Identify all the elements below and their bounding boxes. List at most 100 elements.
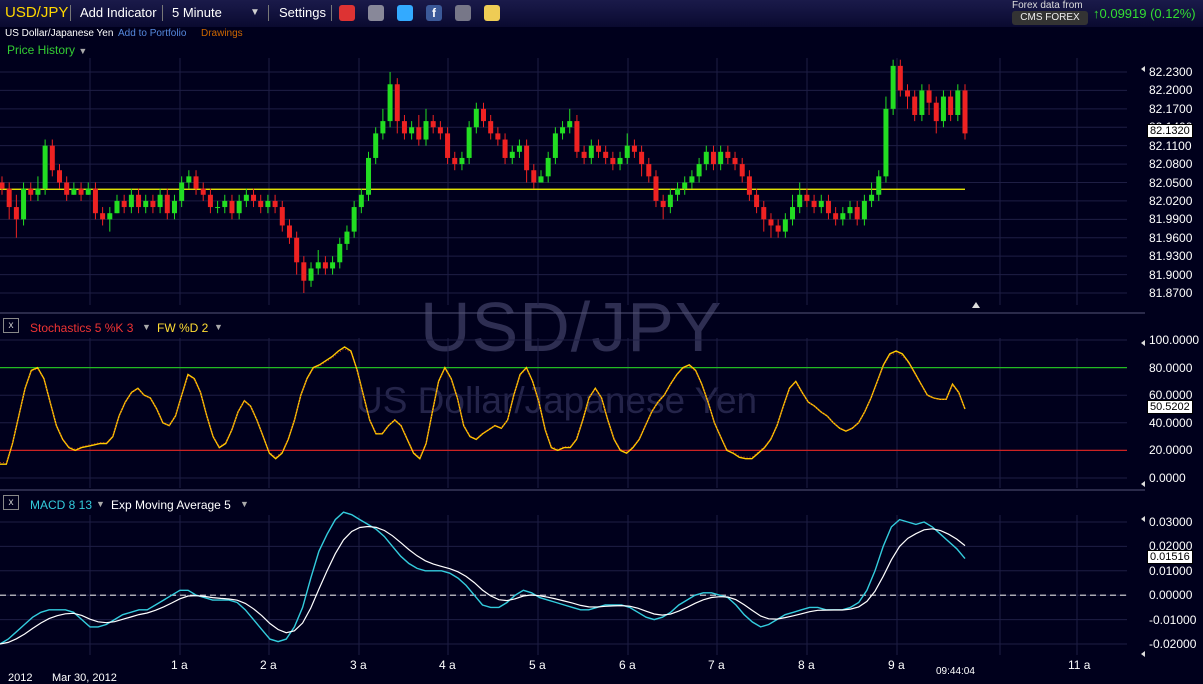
- ema-dropdown-icon[interactable]: ▼: [240, 499, 249, 509]
- toolbar-divider: [162, 5, 163, 21]
- candle-body: [452, 157, 458, 165]
- price-change: ↑0.09919 (0.12%): [1093, 6, 1196, 21]
- current-time: 09:44:04: [936, 666, 975, 677]
- candle-body: [567, 121, 573, 128]
- stochastics-axis-label: 80.0000: [1149, 360, 1193, 375]
- alarm-clock-icon[interactable]: [339, 5, 355, 21]
- candle-body: [696, 164, 702, 177]
- candle-body: [869, 194, 875, 201]
- interval-select[interactable]: 5 Minute: [172, 5, 222, 20]
- candle-body: [322, 262, 328, 269]
- candle-body: [955, 90, 961, 115]
- candle-body: [502, 139, 508, 158]
- camera-icon[interactable]: [455, 5, 471, 21]
- axis-scroll-icon: [1141, 66, 1145, 72]
- candle-body: [330, 262, 336, 269]
- candle-body: [639, 151, 645, 165]
- macd-line: [0, 511, 966, 645]
- settings-button[interactable]: Settings: [279, 5, 326, 20]
- candle-body: [847, 207, 853, 214]
- candle-body: [473, 108, 479, 128]
- candle-body: [840, 213, 846, 220]
- stochastics-dropdown-icon[interactable]: ▼: [142, 322, 151, 332]
- candle-body: [617, 157, 623, 165]
- symbol-selector[interactable]: USD/JPY: [5, 4, 69, 21]
- provider-logo[interactable]: CMS FOREX: [1012, 11, 1088, 25]
- candle-body: [660, 200, 666, 208]
- axis-scroll-icon: [1141, 481, 1145, 487]
- candle-body: [215, 207, 221, 209]
- candle-body: [509, 151, 515, 158]
- candle-body: [114, 200, 120, 214]
- macd-axis-label: 0.00000: [1149, 588, 1193, 603]
- candle-body: [13, 207, 19, 220]
- candle-body: [825, 200, 831, 214]
- price-axis-label: 81.9600: [1149, 230, 1193, 245]
- time-tick-label: 9 a: [888, 658, 905, 672]
- macd-dropdown-icon[interactable]: ▼: [96, 499, 105, 509]
- candle-body: [85, 188, 91, 195]
- drawings-link[interactable]: Drawings: [201, 28, 243, 39]
- candle-body: [488, 121, 494, 134]
- candle-body: [21, 188, 27, 220]
- candle-body: [861, 200, 867, 220]
- price-axis-label: 82.0500: [1149, 175, 1193, 190]
- facebook-icon[interactable]: f: [426, 5, 442, 21]
- candle-body: [725, 151, 731, 158]
- candle-body: [301, 262, 307, 281]
- candle-body: [56, 170, 62, 183]
- instrument-name: US Dollar/Japanese Yen: [5, 28, 114, 39]
- price-axis-label: 81.9900: [1149, 212, 1193, 227]
- candle-body: [495, 133, 501, 140]
- notepad-icon[interactable]: [484, 5, 500, 21]
- macd-axis-label: 0.02000: [1149, 539, 1193, 554]
- add-to-portfolio-link[interactable]: Add to Portfolio: [118, 28, 187, 39]
- candle-body: [732, 157, 738, 165]
- toolbar-divider: [268, 5, 269, 21]
- close-macd-icon[interactable]: x: [3, 495, 19, 510]
- watermark-name: US Dollar/Japanese Yen: [356, 380, 758, 421]
- candle-body: [373, 133, 379, 158]
- stochastics-axis-label: 100.0000: [1149, 333, 1200, 347]
- macd-indicator-label[interactable]: MACD 8 13: [30, 498, 93, 512]
- candle-body: [646, 164, 652, 177]
- forex-source-label: Forex data from: [1012, 0, 1083, 11]
- candle-body: [675, 188, 681, 195]
- close-stochastics-icon[interactable]: x: [3, 318, 19, 333]
- add-indicator-button[interactable]: Add Indicator: [80, 5, 157, 20]
- stochastics-indicator-label[interactable]: Stochastics 5 %K 3: [30, 321, 134, 335]
- candle-body: [380, 121, 386, 134]
- signal-dropdown-icon[interactable]: ▼: [214, 322, 223, 332]
- candle-body: [200, 188, 206, 195]
- candle-body: [121, 200, 127, 208]
- candle-body: [746, 176, 752, 195]
- layers-icon[interactable]: [368, 5, 384, 21]
- macd-signal-label[interactable]: Exp Moving Average 5: [111, 498, 231, 512]
- chevron-down-icon: ▼: [78, 46, 88, 56]
- interval-dropdown-icon[interactable]: ▼: [250, 7, 260, 18]
- candle-body: [876, 176, 882, 195]
- candle-body: [351, 207, 357, 232]
- candle-body: [948, 96, 954, 115]
- candle-body: [883, 108, 889, 177]
- stochastics-axis-label: 20.0000: [1149, 443, 1193, 458]
- candle-body: [790, 207, 796, 220]
- stochastics-axis-label: 40.0000: [1149, 415, 1193, 430]
- candle-body: [459, 157, 465, 165]
- candle-body: [272, 200, 278, 208]
- candle-body: [193, 176, 199, 189]
- price-axis-label: 81.9000: [1149, 267, 1193, 282]
- candle-body: [394, 84, 400, 122]
- time-tick-label: 8 a: [798, 658, 815, 672]
- candle-body: [71, 188, 77, 195]
- twitter-icon[interactable]: [397, 5, 413, 21]
- candle-body: [818, 200, 824, 208]
- stochastics-signal-label[interactable]: FW %D 2: [157, 321, 209, 335]
- candle-body: [171, 200, 177, 214]
- time-tick-label: 11 a: [1068, 658, 1091, 672]
- candle-body: [775, 225, 781, 232]
- candle-body: [624, 145, 630, 158]
- price-history-menu[interactable]: Price History ▼: [7, 43, 87, 57]
- candle-body: [64, 182, 70, 195]
